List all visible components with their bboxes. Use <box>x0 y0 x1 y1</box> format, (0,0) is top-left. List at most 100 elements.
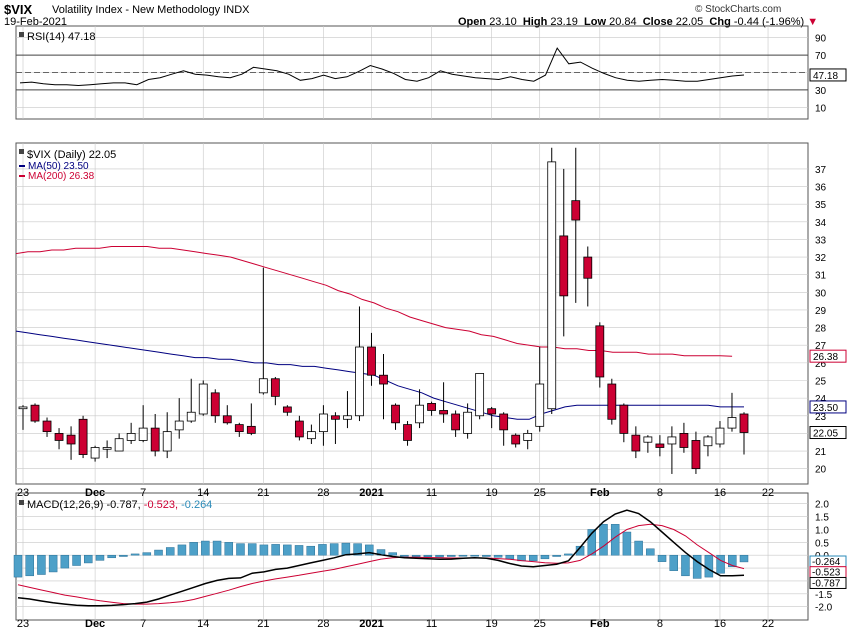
x-tick-label: 21 <box>257 487 269 499</box>
x-tick-label: Feb <box>590 487 610 499</box>
macd-hist-bar <box>669 554 678 571</box>
candle <box>367 332 376 386</box>
macd-hist-bar <box>189 542 198 556</box>
down-arrow-icon: ▼ <box>807 16 819 28</box>
candle <box>463 403 473 439</box>
candle <box>114 433 124 452</box>
macd-hist-bar <box>212 540 222 556</box>
candle-body <box>655 443 665 448</box>
candle <box>583 246 593 307</box>
candle-body <box>222 415 232 424</box>
candle <box>535 347 545 432</box>
ma200-last-value: 26.38 <box>813 352 838 363</box>
ma200-legend: MA(200) 26.38 <box>28 171 95 182</box>
candle <box>655 435 665 457</box>
x-tick-label: 11 <box>426 618 437 630</box>
candle <box>198 380 208 416</box>
macd-hist-bar <box>575 545 585 556</box>
macd-hist-bar <box>318 544 327 556</box>
macd-hist-bar <box>365 544 374 556</box>
candle <box>186 378 196 423</box>
candle-body <box>715 427 725 445</box>
macd-hist-bar <box>400 554 409 557</box>
macd-hist-bar <box>353 543 362 556</box>
candle-body <box>18 406 28 410</box>
rsi-line <box>19 47 745 87</box>
candle <box>415 389 424 429</box>
close-last-value-box <box>809 426 847 440</box>
macd-hist-bar <box>470 554 479 557</box>
symbol: $VIX <box>4 2 33 17</box>
price-y-tick: 23 <box>815 412 827 423</box>
candle-body <box>403 424 412 441</box>
candle-body <box>66 434 76 445</box>
macd-hist-bar <box>107 554 116 559</box>
candle-body <box>415 404 424 424</box>
x-tick-label: 19 <box>486 487 498 499</box>
candle-body <box>246 425 256 434</box>
macd-hist-bar <box>13 554 23 578</box>
macd-hist-bar <box>236 543 245 556</box>
candle-body <box>54 432 64 441</box>
candle-body <box>162 431 172 452</box>
x-tick-label: 14 <box>197 618 209 630</box>
macd-hist-bar <box>505 554 515 560</box>
x-tick-label: 23 <box>17 618 29 630</box>
price-y-tick: 28 <box>815 324 827 335</box>
macd-y-tick: 1.5 <box>815 513 829 524</box>
x-tick-label: 8 <box>657 618 663 630</box>
close-label: Close 22.05 <box>642 16 704 28</box>
candle-body <box>379 374 388 385</box>
rsi-y-tick: 10 <box>815 103 827 114</box>
x-tick-label: 19 <box>486 618 498 630</box>
x-tick-label: 11 <box>426 487 437 499</box>
price-legend: $VIX (Daily) 22.05 <box>27 149 116 161</box>
x-tick-label: 25 <box>534 618 546 630</box>
candle-body <box>439 410 448 415</box>
candle <box>619 403 629 443</box>
candle-body <box>619 404 629 434</box>
macd-hist-bar <box>657 554 667 562</box>
ma50-legend: MA(50) 23.50 <box>28 161 89 172</box>
rsi-last-box <box>809 68 847 82</box>
candle <box>727 392 737 432</box>
candle <box>102 440 112 459</box>
candle <box>246 403 256 436</box>
change-label: Chg -0.44 (-1.96%) ▼ <box>709 16 819 28</box>
candle <box>282 405 292 416</box>
macd-last-value: -0.787 <box>812 578 841 589</box>
macd-line <box>17 509 745 607</box>
candle <box>319 405 328 446</box>
candle <box>403 421 412 446</box>
macd-signal-line <box>17 523 745 605</box>
close-last-value: 22.05 <box>813 429 838 440</box>
candle-body <box>571 200 581 221</box>
candle-body <box>343 415 352 420</box>
price-y-tick: 20 <box>815 465 827 476</box>
ma200-last-value-box <box>809 349 847 363</box>
macd-hist-bar <box>84 554 93 564</box>
candle-body <box>511 434 521 445</box>
ma200-line <box>15 246 733 357</box>
macd-hist-bar <box>493 554 503 558</box>
macd-hist-bar <box>271 544 280 556</box>
ohlc-summary: Open 23.10 High 23.19 Low 20.84 Close 22… <box>458 16 818 28</box>
candle <box>571 147 581 303</box>
candle <box>379 354 388 420</box>
macd-hist-bar <box>224 542 234 556</box>
candle-body <box>487 408 497 415</box>
candle-body <box>270 378 280 397</box>
candle-body <box>234 424 244 433</box>
candle <box>691 431 701 474</box>
macd-hist-bar <box>119 554 128 557</box>
price-y-tick: 26 <box>815 359 827 370</box>
copyright: © StockCharts.com <box>695 4 782 15</box>
candle-body <box>78 418 88 455</box>
candle-body <box>282 406 292 413</box>
x-tick-label: 16 <box>714 618 726 630</box>
low-label: Low 20.84 <box>584 16 637 28</box>
candle-body <box>174 420 184 431</box>
candle <box>54 428 64 450</box>
x-tick-label: Dec <box>85 487 105 499</box>
rsi-legend: RSI(14) 47.18 <box>27 31 95 43</box>
